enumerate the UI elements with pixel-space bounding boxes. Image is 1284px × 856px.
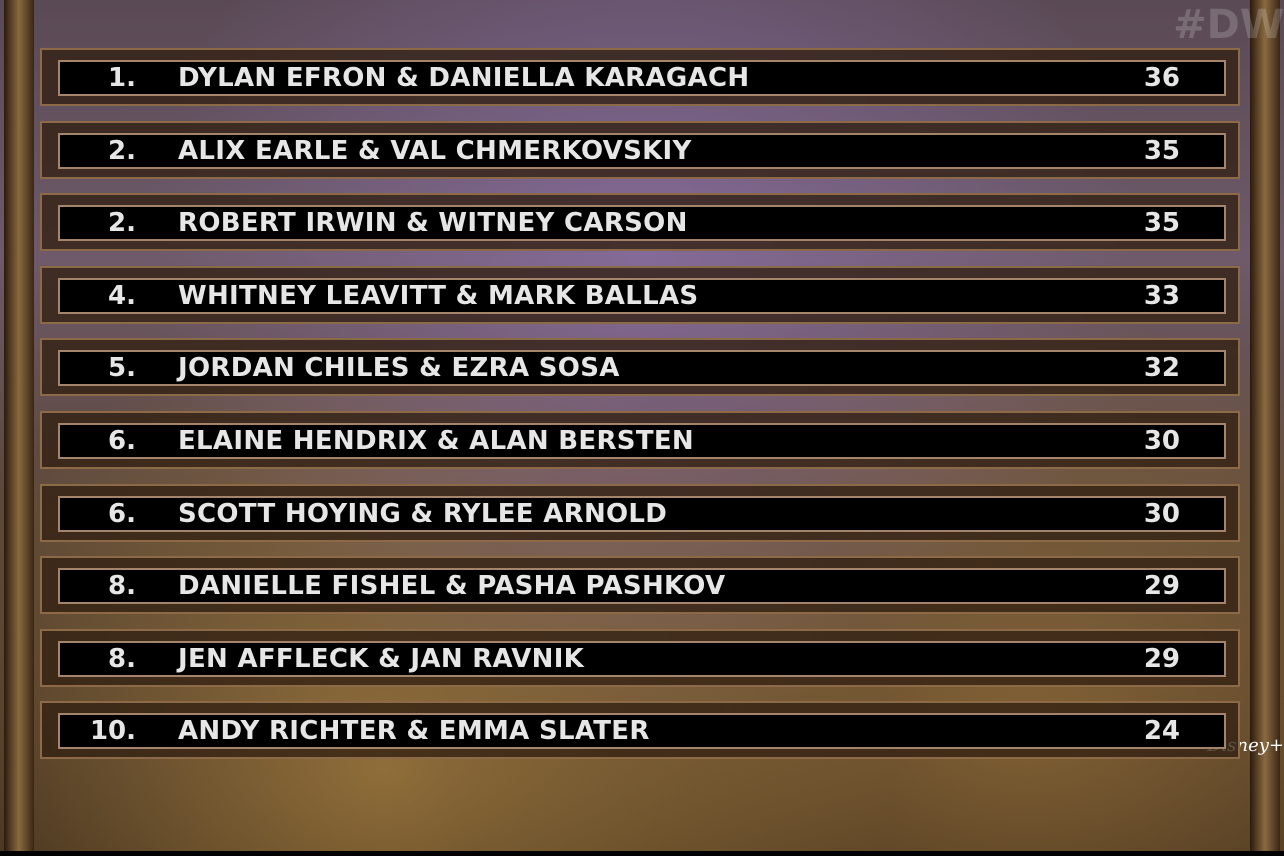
score: 24 bbox=[1143, 716, 1180, 747]
leaderboard-row: 8. JEN AFFLECK & JAN RAVNIK 29 bbox=[40, 628, 1240, 687]
couple-name: JEN AFFLECK & JAN RAVNIK bbox=[178, 643, 585, 674]
row-bar: 1. DYLAN EFRON & DANIELLA KARAGACH 36 bbox=[58, 60, 1226, 96]
row-bar: 8. DANIELLE FISHEL & PASHA PASHKOV 29 bbox=[58, 568, 1226, 605]
score: 30 bbox=[1143, 498, 1180, 529]
row-bar: 5. JORDAN CHILES & EZRA SOSA 32 bbox=[58, 350, 1226, 387]
leaderboard-row: 2. ROBERT IRWIN & WITNEY CARSON 35 bbox=[40, 193, 1240, 252]
score: 29 bbox=[1143, 571, 1180, 602]
row-bar: 2. ALIX EARLE & VAL CHMERKOVSKIY 35 bbox=[58, 132, 1226, 169]
rank: 1. bbox=[108, 63, 136, 93]
rank: 2. bbox=[108, 208, 136, 239]
leaderboard-row: 6. ELAINE HENDRIX & ALAN BERSTEN 30 bbox=[40, 411, 1240, 469]
couple-name: DYLAN EFRON & DANIELLA KARAGACH bbox=[178, 63, 750, 93]
leaderboard-row: 2. ALIX EARLE & VAL CHMERKOVSKIY 35 bbox=[40, 120, 1240, 179]
couple-name: ALIX EARLE & VAL CHMERKOVSKIY bbox=[178, 135, 692, 166]
rank: 8. bbox=[108, 571, 136, 602]
rank: 10. bbox=[89, 716, 136, 747]
couple-name: ROBERT IRWIN & WITNEY CARSON bbox=[178, 208, 688, 239]
leaderboard-row: 6. SCOTT HOYING & RYLEE ARNOLD 30 bbox=[40, 483, 1240, 542]
couple-name: WHITNEY LEAVITT & MARK BALLAS bbox=[178, 280, 699, 311]
hashtag-watermark: #DW bbox=[1173, 2, 1284, 48]
score: 35 bbox=[1143, 135, 1180, 166]
rank: 2. bbox=[108, 135, 136, 166]
rank: 6. bbox=[108, 498, 136, 529]
score: 32 bbox=[1143, 353, 1180, 384]
score: 30 bbox=[1143, 426, 1180, 456]
score: 29 bbox=[1143, 643, 1180, 674]
couple-name: JORDAN CHILES & EZRA SOSA bbox=[178, 353, 620, 384]
couple-name: ELAINE HENDRIX & ALAN BERSTEN bbox=[178, 426, 694, 456]
couple-name: ANDY RICHTER & EMMA SLATER bbox=[178, 716, 650, 747]
bottom-bar bbox=[0, 851, 1284, 856]
leaderboard-row: 1. DYLAN EFRON & DANIELLA KARAGACH 36 bbox=[40, 48, 1240, 106]
couple-name: DANIELLE FISHEL & PASHA PASHKOV bbox=[178, 571, 726, 602]
score: 35 bbox=[1143, 208, 1180, 239]
rank: 6. bbox=[108, 426, 136, 456]
row-bar: 10. ANDY RICHTER & EMMA SLATER 24 bbox=[58, 713, 1226, 750]
score: 36 bbox=[1143, 63, 1180, 93]
rank: 8. bbox=[108, 643, 136, 674]
leaderboard-row: 8. DANIELLE FISHEL & PASHA PASHKOV 29 bbox=[40, 556, 1240, 615]
row-bar: 6. ELAINE HENDRIX & ALAN BERSTEN 30 bbox=[58, 423, 1226, 459]
left-pillar bbox=[4, 0, 34, 856]
row-bar: 8. JEN AFFLECK & JAN RAVNIK 29 bbox=[58, 640, 1226, 677]
row-bar: 2. ROBERT IRWIN & WITNEY CARSON 35 bbox=[58, 205, 1226, 242]
leaderboard-row: 10. ANDY RICHTER & EMMA SLATER 24 bbox=[40, 701, 1240, 760]
right-pillar bbox=[1250, 0, 1280, 856]
rank: 5. bbox=[108, 353, 136, 384]
leaderboard-row: 5. JORDAN CHILES & EZRA SOSA 32 bbox=[40, 338, 1240, 397]
row-bar: 4. WHITNEY LEAVITT & MARK BALLAS 33 bbox=[58, 277, 1226, 314]
row-bar: 6. SCOTT HOYING & RYLEE ARNOLD 30 bbox=[58, 495, 1226, 532]
rank: 4. bbox=[108, 280, 136, 311]
leaderboard-row: 4. WHITNEY LEAVITT & MARK BALLAS 33 bbox=[40, 265, 1240, 324]
score: 33 bbox=[1143, 280, 1180, 311]
couple-name: SCOTT HOYING & RYLEE ARNOLD bbox=[178, 498, 668, 529]
